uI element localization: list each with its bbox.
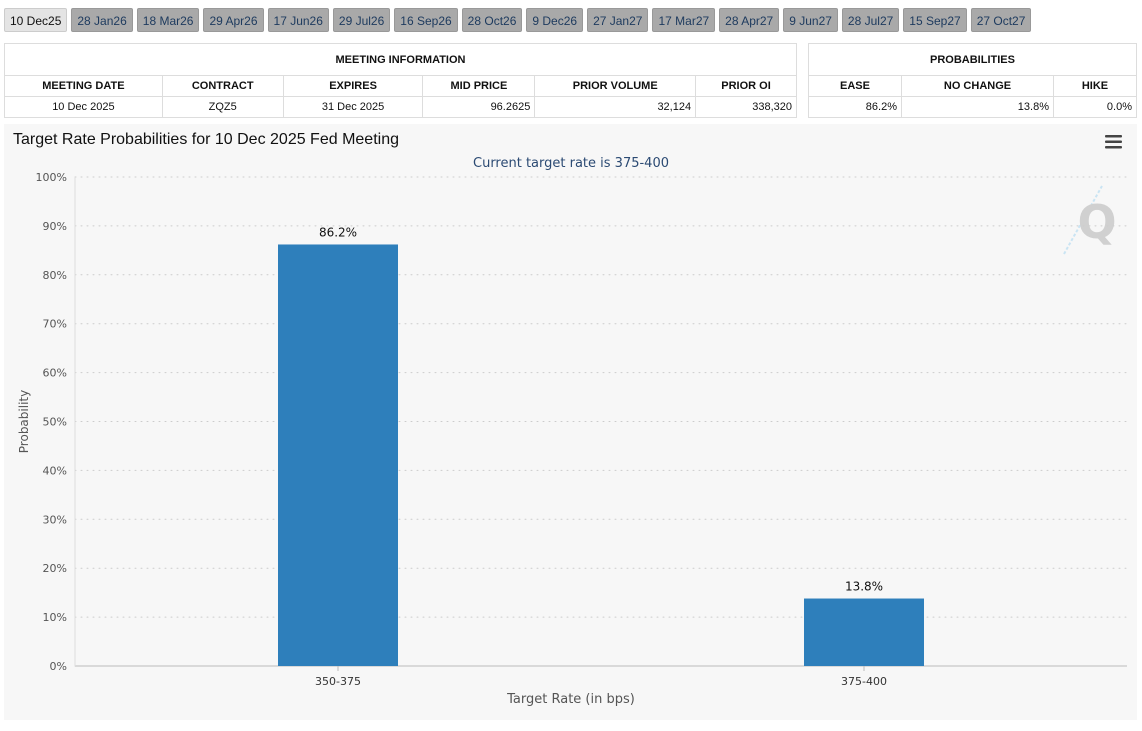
menu-icon[interactable]: [1105, 135, 1122, 149]
x-tick-label: 375-400: [841, 675, 887, 688]
x-axis-label: Target Rate (in bps): [506, 692, 635, 707]
meeting-tab[interactable]: 17 Mar27: [652, 8, 716, 32]
chart-background: [4, 124, 1137, 720]
meeting-tab[interactable]: 28 Jan26: [71, 8, 133, 32]
column-header: PRIOR VOLUME: [534, 75, 697, 97]
probabilities-table: PROBABILITIES EASE NO CHANGE HIKE 86.2% 13.8%…: [808, 43, 1137, 118]
data-row: 86.2% 13.8% 0.0%: [808, 96, 1137, 118]
y-tick-label: 20%: [43, 562, 67, 575]
meeting-tab[interactable]: 28 Oct26: [461, 8, 523, 32]
bar: [278, 244, 398, 666]
column-header: EXPIRES: [282, 75, 424, 97]
meeting-tab[interactable]: 28 Jul27: [841, 8, 900, 32]
cell: 31 Dec 2025: [282, 96, 424, 118]
cell: ZQZ5: [161, 96, 284, 118]
column-header: MEETING DATE: [4, 75, 163, 97]
data-row: 10 Dec 2025 ZQZ5 31 Dec 2025 96.2625 32,124 3…: [4, 96, 797, 118]
logo: Q: [1063, 185, 1117, 255]
column-header: CONTRACT: [161, 75, 284, 97]
cell: 86.2%: [808, 96, 902, 118]
table-title: MEETING INFORMATION: [4, 43, 797, 76]
svg-text:Q: Q: [1077, 195, 1116, 249]
meeting-tab[interactable]: 16 Sep26: [394, 8, 458, 32]
meeting-tab[interactable]: 17 Jun26: [267, 8, 329, 32]
cell: 0.0%: [1053, 96, 1137, 118]
title-row: MEETING INFORMATION: [4, 43, 797, 76]
column-header: NO CHANGE: [901, 75, 1054, 97]
cell: 338,320: [695, 96, 797, 118]
column-header: PRIOR OI: [695, 75, 797, 97]
cell: 13.8%: [901, 96, 1054, 118]
meeting-tab[interactable]: 29 Jul26: [332, 8, 391, 32]
title-row: PROBABILITIES: [808, 43, 1137, 76]
meeting-info-table: MEETING INFORMATION MEETING DATE CONTRACT E…: [4, 43, 797, 118]
cell: 96.2625: [422, 96, 536, 118]
meeting-tab[interactable]: 9 Jun27: [783, 8, 838, 32]
meeting-tab[interactable]: 29 Apr26: [203, 8, 264, 32]
chart-subtitle: Current target rate is 375-400: [473, 156, 669, 171]
y-tick-label: 100%: [36, 171, 67, 184]
data-label: 86.2%: [319, 225, 357, 239]
column-header: MID PRICE: [422, 75, 536, 97]
y-tick-label: 80%: [43, 269, 67, 282]
header-row: EASE NO CHANGE HIKE: [808, 75, 1137, 97]
meeting-tab[interactable]: 18 Mar26: [136, 8, 200, 32]
cell: 32,124: [534, 96, 697, 118]
meeting-tab[interactable]: 9 Dec26: [526, 8, 584, 32]
chart-title: Target Rate Probabilities for 10 Dec 202…: [13, 131, 399, 148]
bar: [804, 598, 924, 666]
data-label: 13.8%: [845, 580, 883, 594]
y-tick-label: 90%: [43, 220, 67, 233]
column-header: EASE: [808, 75, 902, 97]
meeting-tab[interactable]: 27 Oct27: [970, 8, 1032, 32]
y-tick-label: 10%: [43, 611, 67, 624]
meeting-tabs: 10 Dec25 28 Jan26 18 Mar26 29 Apr26 17 Jun26…: [4, 8, 1032, 32]
meeting-tab[interactable]: 27 Jan27: [587, 8, 649, 32]
header-row: MEETING DATE CONTRACT EXPIRES MID PRICE PRIO…: [4, 75, 797, 97]
y-tick-label: 30%: [43, 513, 67, 526]
meeting-tab[interactable]: 10 Dec25: [4, 8, 68, 32]
y-tick-label: 60%: [43, 367, 67, 380]
y-tick-label: 40%: [43, 464, 67, 477]
y-axis-label: Probability: [17, 390, 31, 453]
meeting-tab[interactable]: 15 Sep27: [903, 8, 967, 32]
meeting-tab[interactable]: 28 Apr27: [719, 8, 780, 32]
y-tick-label: 70%: [43, 318, 67, 331]
table-title: PROBABILITIES: [808, 43, 1137, 76]
column-header: HIKE: [1053, 75, 1137, 97]
x-tick-label: 350-375: [315, 675, 361, 688]
y-tick-label: 50%: [43, 416, 67, 429]
cell: 10 Dec 2025: [4, 96, 163, 118]
y-tick-label: 0%: [50, 660, 67, 673]
chart: Q Target Rate Probabilities for 10 Dec 2…: [4, 124, 1137, 720]
